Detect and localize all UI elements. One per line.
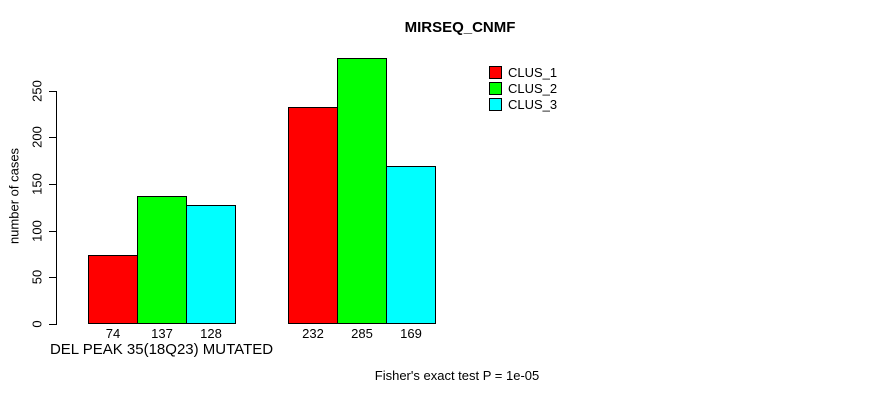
bar-value-label: 137 (151, 326, 173, 341)
y-axis-tick-label: 50 (29, 269, 45, 285)
y-axis-tick (49, 91, 56, 92)
bar-clus_2-group2 (337, 58, 387, 324)
bar-value-label: 74 (105, 326, 121, 341)
y-axis-tick-label: 250 (29, 80, 45, 102)
bar-clus_1-group1 (88, 255, 138, 324)
annotation-fisher-test: Fisher's exact test P = 1e-05 (374, 368, 540, 383)
legend-item: CLUS_1 (489, 64, 557, 80)
y-axis-tick (49, 137, 56, 138)
bar-clus_3-group2 (386, 166, 436, 324)
legend-item: CLUS_2 (489, 80, 557, 96)
chart-title: MIRSEQ_CNMF (404, 19, 516, 36)
y-axis-tick-label: 200 (29, 126, 45, 148)
legend-label-clus-3: CLUS_3 (508, 96, 558, 112)
legend-label-clus-2: CLUS_2 (508, 80, 558, 96)
bar-value-label: 128 (200, 326, 222, 341)
y-axis-tick-label: 0 (29, 320, 45, 328)
bar-clus_3-group1 (186, 205, 236, 324)
bar-value-label: 232 (302, 326, 324, 341)
y-axis-tick (49, 184, 56, 185)
y-axis (56, 91, 57, 325)
y-axis-tick-label: 150 (29, 173, 45, 195)
y-axis-tick (49, 324, 56, 325)
legend-item: CLUS_3 (489, 96, 557, 112)
legend-swatch-clus-1 (489, 65, 502, 79)
y-axis-tick-label: 100 (29, 220, 45, 242)
legend-swatch-clus-3 (489, 97, 502, 111)
bar-value-label: 285 (351, 326, 373, 341)
bar-clus_1-group2 (288, 107, 338, 324)
x-group-label: DEL PEAK 35(18Q23) MUTATED (49, 341, 274, 358)
y-axis-label: number of cases (6, 147, 22, 245)
y-axis-tick (49, 277, 56, 278)
y-axis-tick (49, 231, 56, 232)
legend-swatch-clus-2 (489, 81, 502, 95)
legend-label-clus-1: CLUS_1 (508, 64, 558, 80)
bar-clus_2-group1 (137, 196, 187, 324)
legend: CLUS_1 CLUS_2 CLUS_3 (489, 64, 557, 112)
bar-value-label: 169 (400, 326, 422, 341)
